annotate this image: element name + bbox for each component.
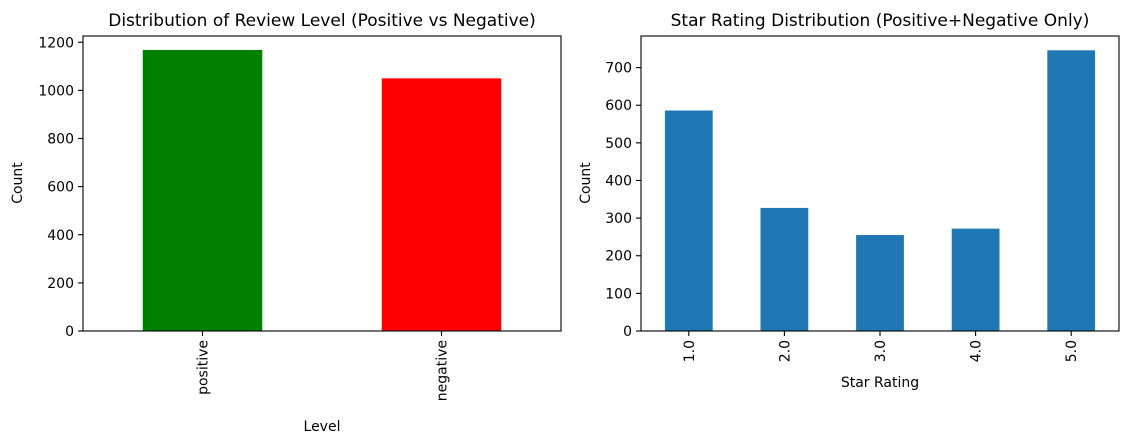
- bar-2.0: [760, 207, 809, 331]
- x-tick-label: 3.0: [873, 340, 889, 362]
- bars: [664, 50, 1096, 332]
- bar-3.0: [856, 235, 904, 331]
- chart-title: Star Rating Distribution (Positive+Negat…: [671, 11, 1090, 31]
- y-tick-label: 500: [605, 136, 632, 152]
- y-tick-label: 100: [605, 286, 632, 302]
- bar-5.0: [1047, 50, 1096, 332]
- x-tick-label: 1.0: [682, 340, 698, 362]
- bar-positive: [142, 49, 263, 331]
- x-tick-label: 5.0: [1064, 340, 1080, 362]
- y-axis-ticks: 0 200 400 600 800 1000 1200: [38, 35, 83, 340]
- chart-star-rating: Star Rating Distribution (Positive+Negat…: [578, 11, 1120, 391]
- y-tick-label: 300: [605, 211, 632, 227]
- bar-negative: [381, 78, 502, 331]
- y-tick-label: 200: [605, 249, 632, 265]
- y-tick-label: 200: [47, 276, 74, 292]
- bar-4.0: [951, 228, 1000, 331]
- plot-frame: [82, 35, 562, 332]
- chart-review-level: Distribution of Review Level (Positive v…: [10, 11, 562, 434]
- x-tick-label: 4.0: [969, 340, 985, 362]
- bars: [142, 49, 502, 331]
- x-axis-ticks: 1.0 2.0 3.0 4.0 5.0: [682, 331, 1080, 362]
- x-tick-label: negative: [435, 340, 451, 401]
- x-tick-label: 2.0: [777, 340, 793, 362]
- chart-title: Distribution of Review Level (Positive v…: [108, 11, 536, 31]
- y-tick-label: 0: [623, 324, 632, 340]
- y-tick-label: 600: [605, 98, 632, 114]
- x-tick-label: positive: [196, 340, 212, 395]
- y-tick-label: 700: [605, 61, 632, 77]
- x-axis-label: Star Rating: [841, 375, 919, 391]
- y-tick-label: 0: [65, 324, 74, 340]
- x-axis-label: Level: [304, 419, 341, 434]
- y-tick-label: 400: [605, 173, 632, 189]
- y-axis-ticks: 0 100 200 300 400 500 600 700: [605, 61, 641, 340]
- plot-frame: [640, 35, 1120, 332]
- y-tick-label: 400: [47, 228, 74, 244]
- y-tick-label: 600: [47, 180, 74, 196]
- y-tick-label: 1200: [38, 35, 74, 51]
- y-tick-label: 800: [47, 132, 74, 148]
- bar-1.0: [664, 110, 713, 331]
- y-axis-label: Count: [578, 162, 594, 204]
- y-axis-label: Count: [10, 162, 26, 204]
- y-tick-label: 1000: [38, 83, 74, 99]
- x-axis-ticks: positive negative: [196, 331, 451, 401]
